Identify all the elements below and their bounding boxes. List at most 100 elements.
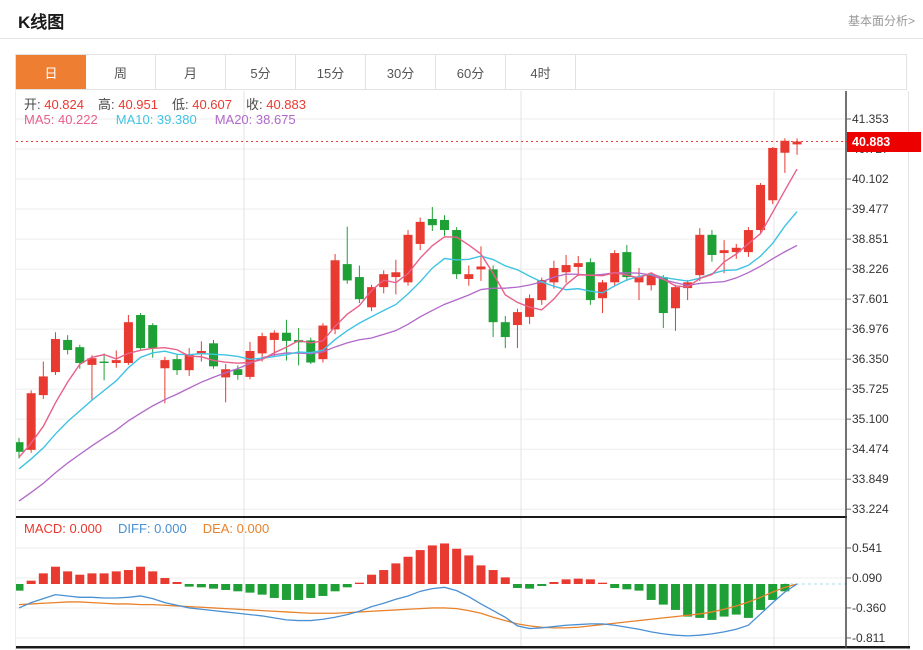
candle-body xyxy=(622,252,632,278)
macd-bar xyxy=(136,566,146,584)
axis-label: 0.090 xyxy=(852,571,883,585)
candle-body xyxy=(658,277,668,314)
candle-body xyxy=(731,247,741,253)
candle-body xyxy=(427,218,437,226)
macd-bar xyxy=(233,584,243,592)
candle-body xyxy=(585,262,595,301)
legend-item: DIFF: 0.000 xyxy=(118,521,187,536)
candle-body xyxy=(391,272,401,278)
macd-bar xyxy=(646,584,656,600)
macd-bar xyxy=(476,565,486,584)
macd-bar xyxy=(610,584,620,588)
candle-body xyxy=(634,277,644,283)
macd-bar xyxy=(379,570,389,584)
candle-body xyxy=(148,325,158,349)
macd-bar xyxy=(50,566,60,584)
current-price-badge: 40.883 xyxy=(847,131,921,152)
fundamental-analysis-link[interactable]: 基本面分析> xyxy=(847,14,915,28)
candle-body xyxy=(354,277,364,300)
candle-body xyxy=(184,354,194,371)
tab-4时[interactable]: 4时 xyxy=(506,55,576,89)
macd-bar xyxy=(415,550,425,584)
macd-bar xyxy=(658,584,668,605)
macd-bar xyxy=(87,573,97,584)
candle-body xyxy=(318,325,328,360)
tab-15分[interactable]: 15分 xyxy=(296,55,366,89)
kline-chart xyxy=(16,91,910,649)
axis-label: 39.477 xyxy=(852,202,889,217)
candle-body xyxy=(646,275,656,286)
macd-bar xyxy=(38,573,48,584)
candle-body xyxy=(123,322,133,363)
macd-bar xyxy=(245,584,255,593)
macd-bar xyxy=(16,584,24,591)
axis-label: 33.849 xyxy=(852,472,889,487)
axis-label: 33.224 xyxy=(852,502,889,517)
tab-5分[interactable]: 5分 xyxy=(226,55,296,89)
axis-label: 37.601 xyxy=(852,292,889,307)
candle-body xyxy=(756,184,766,231)
macd-bar xyxy=(525,584,535,589)
tab-日[interactable]: 日 xyxy=(16,55,86,89)
macd-bar xyxy=(452,548,462,584)
candle-body xyxy=(476,266,486,270)
axis-label: 35.100 xyxy=(852,412,889,427)
ma-legend: MA5: 40.222 MA10: 39.380 MA20: 38.675 xyxy=(24,112,296,127)
panel-separator xyxy=(16,516,847,518)
macd-bar xyxy=(330,584,340,592)
macd-bar xyxy=(391,563,401,584)
diff-line xyxy=(18,583,798,637)
macd-bar xyxy=(26,580,36,584)
axis-label: 36.976 xyxy=(852,322,889,337)
tab-月[interactable]: 月 xyxy=(156,55,226,89)
candle-body xyxy=(172,359,182,371)
axis-label: 41.353 xyxy=(852,112,889,126)
macd-bar xyxy=(719,584,729,617)
axis-label: 38.226 xyxy=(852,262,889,277)
candle-body xyxy=(38,376,48,396)
header-divider xyxy=(0,38,923,39)
macd-bar xyxy=(695,584,705,618)
macd-bar xyxy=(306,584,316,598)
legend-item: DEA: 0.000 xyxy=(202,521,270,536)
candle-body xyxy=(415,221,425,244)
macd-bar xyxy=(403,556,413,584)
candle-body xyxy=(488,269,498,323)
macd-bar xyxy=(148,571,158,584)
macd-bar xyxy=(439,543,449,584)
tab-60分[interactable]: 60分 xyxy=(436,55,506,89)
candle-body xyxy=(561,265,571,273)
candle-body xyxy=(136,314,146,349)
macd-bar xyxy=(634,584,644,591)
macd-bar xyxy=(549,582,559,584)
axis-label: -0.360 xyxy=(852,600,887,615)
candle-body xyxy=(26,393,36,450)
ma5-line xyxy=(18,168,798,458)
macd-bar xyxy=(160,578,170,584)
candle-body xyxy=(768,147,778,201)
legend-item: 低: 40.607 xyxy=(172,97,232,112)
macd-bar xyxy=(573,578,583,584)
candle-body xyxy=(792,141,802,145)
candle-body xyxy=(16,442,24,452)
macd-bar xyxy=(512,584,522,588)
macd-bar xyxy=(683,584,693,617)
candle-body xyxy=(707,234,717,255)
macd-bar xyxy=(622,584,632,590)
macd-bar xyxy=(281,584,291,600)
candle-body xyxy=(537,279,547,301)
macd-bar xyxy=(318,584,328,596)
tab-30分[interactable]: 30分 xyxy=(366,55,436,89)
macd-legend: MACD: 0.000 DIFF: 0.000 DEA: 0.000 xyxy=(24,521,269,536)
macd-bar xyxy=(294,584,304,600)
ma10-line xyxy=(18,211,798,470)
tab-周[interactable]: 周 xyxy=(86,55,156,89)
axis-label: 38.851 xyxy=(852,232,889,247)
macd-bar xyxy=(196,584,206,588)
legend-item: MACD: 0.000 xyxy=(24,521,103,536)
candle-body xyxy=(111,360,121,363)
axis-label: 40.102 xyxy=(852,172,889,187)
macd-bar xyxy=(221,584,231,590)
candle-body xyxy=(743,230,753,253)
candle-body xyxy=(549,267,559,283)
